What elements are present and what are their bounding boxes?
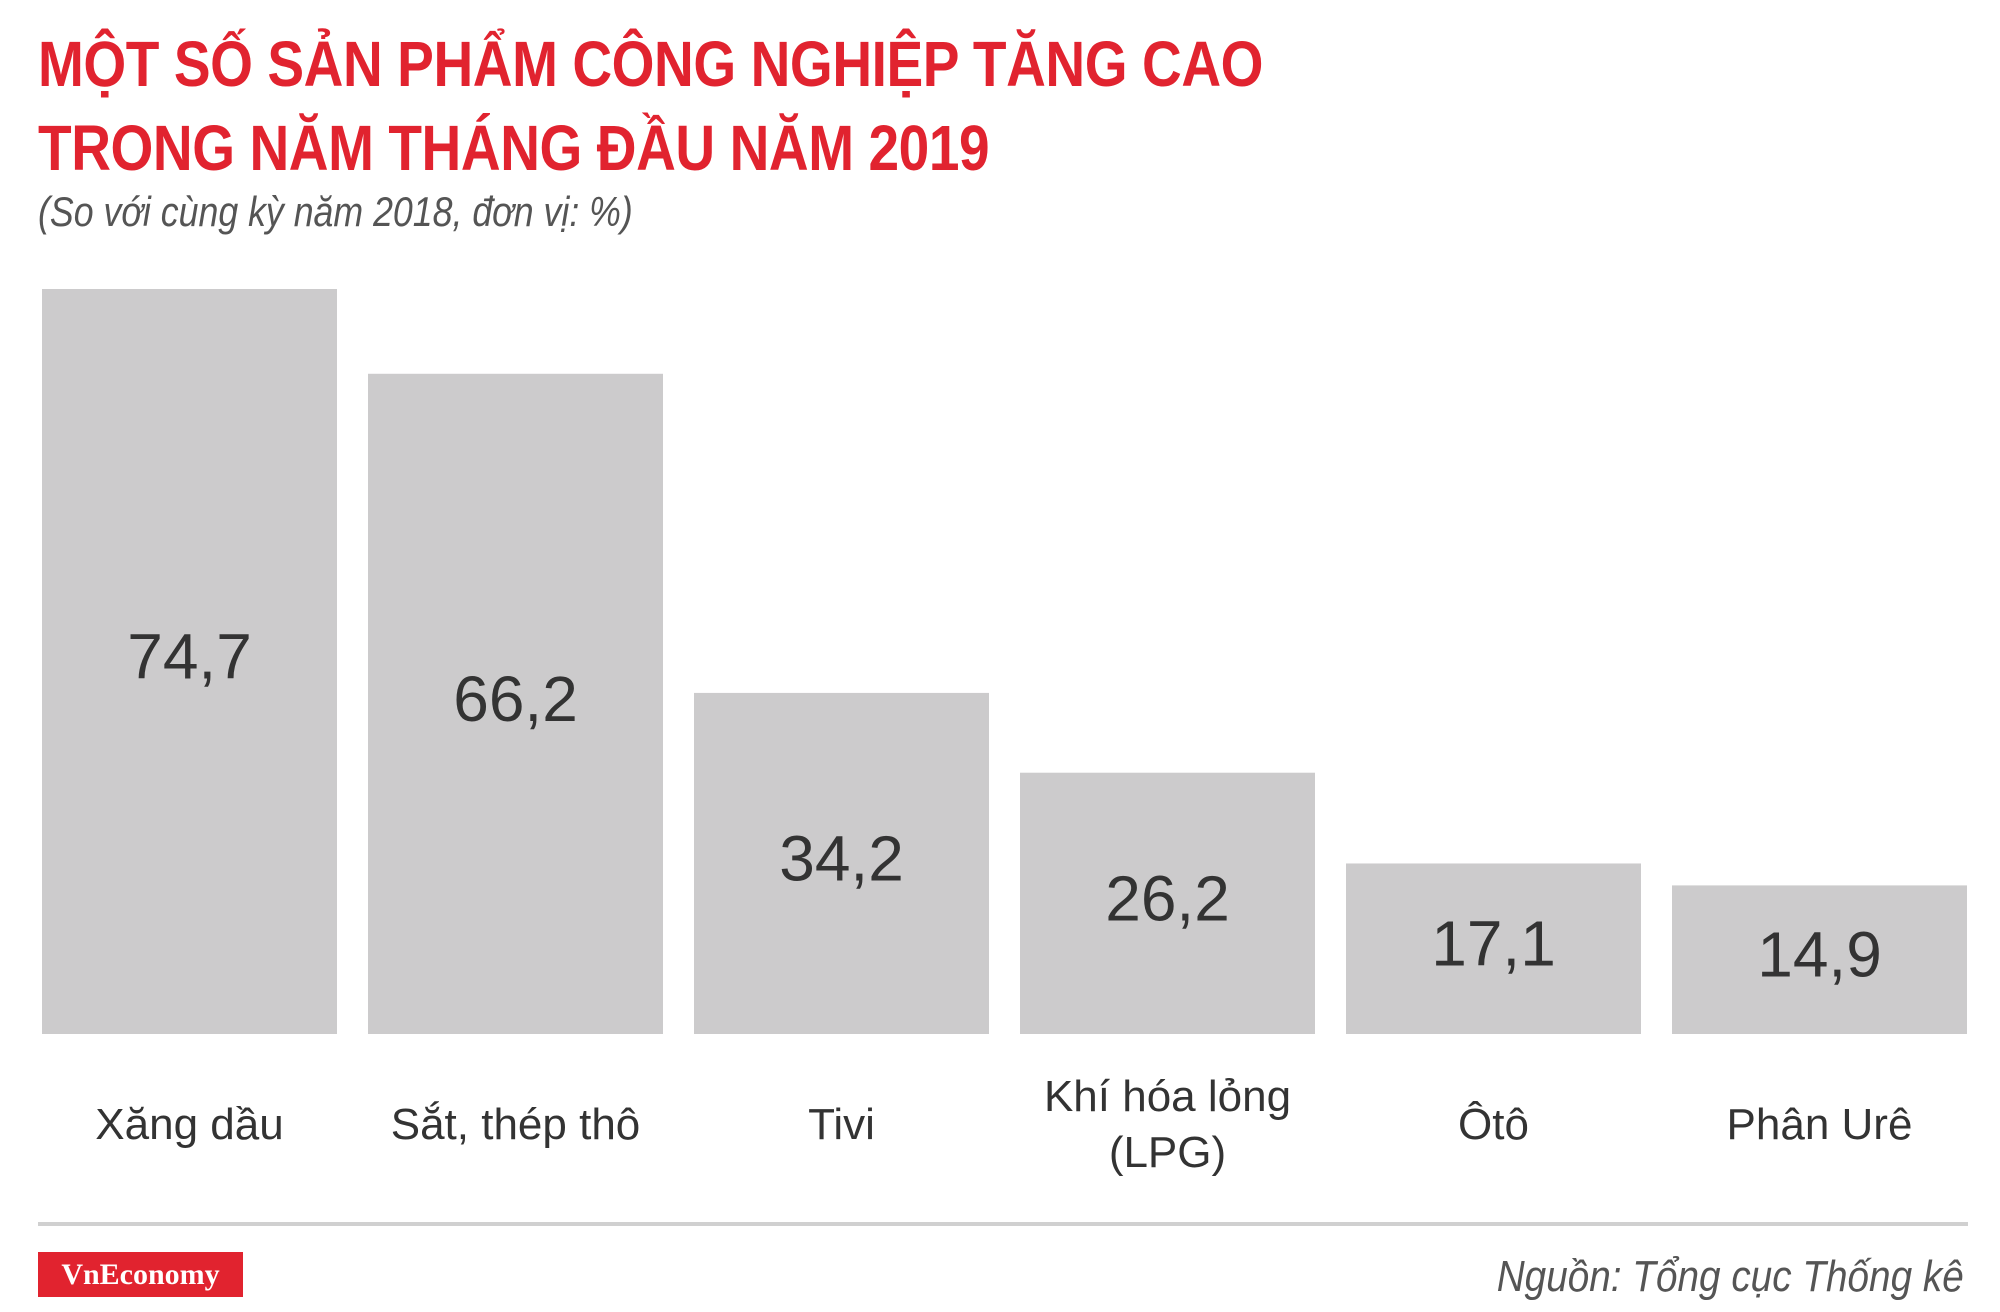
x-tick-label: Sắt, thép thô [390, 1100, 641, 1149]
bar [42, 289, 337, 1034]
chart-subtitle: (So với cùng kỳ năm 2018, đơn vị: %) [38, 188, 633, 235]
bar [368, 373, 663, 1034]
value-label: 17,1 [1431, 908, 1556, 980]
chart-title: MỘT SỐ SẢN PHẨM CÔNG NGHIỆP TĂNG CAO TRO… [38, 28, 1264, 184]
logo: VnEconomy [38, 1252, 243, 1297]
bar [1672, 885, 1967, 1034]
x-tick-label: Xăng dầu [95, 1100, 284, 1149]
bar [1020, 772, 1315, 1034]
source-note: Nguồn: Tổng cục Thống kê [1496, 1252, 1964, 1301]
value-label: 74,7 [127, 620, 252, 692]
value-label: 26,2 [1105, 862, 1230, 934]
bar [694, 692, 989, 1034]
value-label: 66,2 [453, 663, 578, 735]
separator [38, 1222, 1968, 1226]
bar [1346, 863, 1641, 1034]
x-tick-label: Khí hóa lỏng (LPG) [1043, 1072, 1292, 1177]
x-tick-label: Tivi [808, 1100, 875, 1149]
value-label: 34,2 [779, 822, 904, 894]
value-label: 14,9 [1757, 919, 1882, 991]
x-tick-label: Phân Urê [1726, 1100, 1913, 1149]
x-tick-label: Ôtô [1458, 1100, 1529, 1149]
